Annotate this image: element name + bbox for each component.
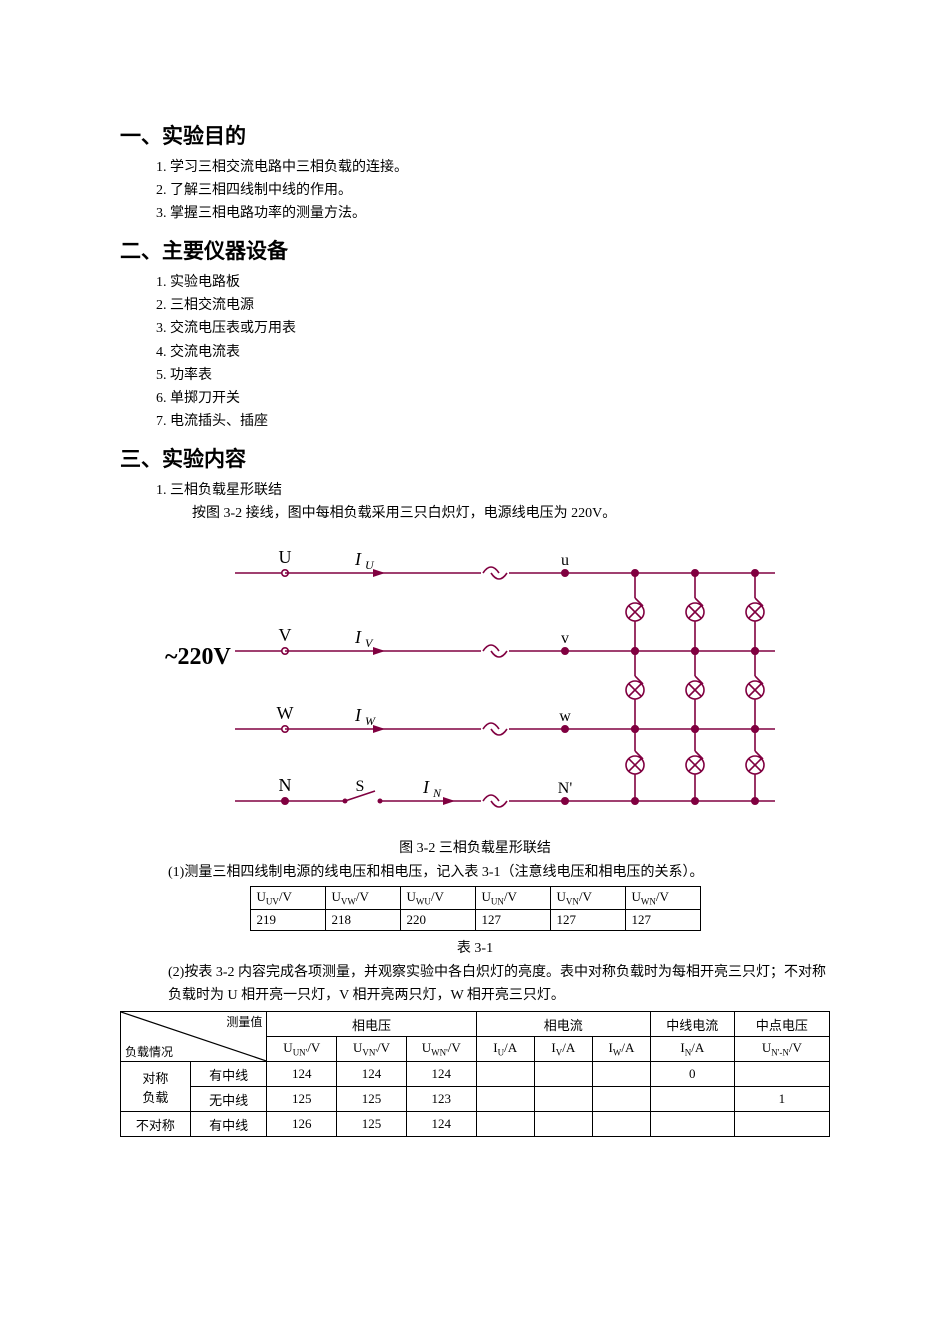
svg-text:V: V bbox=[365, 636, 374, 650]
t32-value: 1 bbox=[734, 1087, 829, 1112]
s2-item-4: 4. 交流电流表 bbox=[156, 341, 830, 364]
section-2-title: 二、主要仪器设备 bbox=[120, 235, 830, 265]
t32-row-cond: 有中线 bbox=[190, 1062, 267, 1087]
svg-text:S: S bbox=[356, 778, 365, 795]
table31-caption: 表 3-1 bbox=[120, 937, 830, 957]
t31-value: 127 bbox=[625, 909, 700, 930]
t32-value bbox=[534, 1062, 592, 1087]
t32-sub-header: UN'-N/V bbox=[734, 1037, 829, 1062]
s1-item-3: 3. 掌握三相电路功率的测量方法。 bbox=[156, 202, 830, 225]
t31-value: 218 bbox=[325, 909, 400, 930]
s2-item-1: 1. 实验电路板 bbox=[156, 271, 830, 294]
section-3-title: 三、实验内容 bbox=[120, 443, 830, 473]
circuit-diagram: ~220VUIUuVIVvWIWwNSINN' bbox=[155, 533, 795, 833]
t31-value: 220 bbox=[400, 909, 475, 930]
svg-text:N: N bbox=[279, 775, 292, 795]
section-1-list: 1. 学习三相交流电路中三相负载的连接。 2. 了解三相四线制中线的作用。 3.… bbox=[120, 156, 830, 225]
t32-value: 124 bbox=[337, 1062, 407, 1087]
t32-row-group: 不对称 bbox=[121, 1112, 191, 1137]
table-3-1: UUV/VUVW/VUWU/VUUN/VUVN/VUWN/V2192182201… bbox=[250, 886, 701, 931]
section-3-body: 1. 三相负载星形联结 bbox=[120, 479, 830, 502]
svg-text:w: w bbox=[559, 708, 571, 725]
t32-group-header: 中点电压 bbox=[734, 1012, 829, 1037]
svg-text:N: N bbox=[432, 786, 442, 800]
t32-group-header: 相电压 bbox=[267, 1012, 476, 1037]
t31-header: UVW/V bbox=[325, 887, 400, 910]
t31-header: UUV/V bbox=[250, 887, 325, 910]
t32-sub-header: UWN'/V bbox=[406, 1037, 476, 1062]
t32-value bbox=[650, 1112, 734, 1137]
t32-row-group: 对称负载 bbox=[121, 1062, 191, 1112]
svg-text:v: v bbox=[561, 630, 569, 647]
t32-sub-header: IN/A bbox=[650, 1037, 734, 1062]
svg-text:I: I bbox=[354, 549, 362, 569]
t32-value bbox=[650, 1087, 734, 1112]
t31-header: UVN/V bbox=[550, 887, 625, 910]
t32-sub-header: UUN'/V bbox=[267, 1037, 337, 1062]
t32-diag-header: 测量值负载情况 bbox=[121, 1012, 267, 1062]
t32-value: 125 bbox=[337, 1112, 407, 1137]
svg-text:I: I bbox=[354, 627, 362, 647]
t32-value bbox=[476, 1087, 534, 1112]
t32-sub-header: IW/A bbox=[592, 1037, 650, 1062]
s1-item-2: 2. 了解三相四线制中线的作用。 bbox=[156, 179, 830, 202]
t32-value bbox=[476, 1062, 534, 1087]
figure-caption: 图 3-2 三相负载星形联结 bbox=[120, 837, 830, 857]
t31-header: UWN/V bbox=[625, 887, 700, 910]
t32-row-cond: 有中线 bbox=[190, 1112, 267, 1137]
t32-value bbox=[592, 1062, 650, 1087]
t32-value: 124 bbox=[406, 1112, 476, 1137]
svg-text:W: W bbox=[277, 703, 294, 723]
s3-p1-text: 按图 3-2 接线，图中每相负载采用三只白炽灯，电源线电压为 220V。 bbox=[192, 502, 830, 525]
t32-sub-header: IV/A bbox=[534, 1037, 592, 1062]
t32-sub-header: UVN'/V bbox=[337, 1037, 407, 1062]
t31-value: 127 bbox=[475, 909, 550, 930]
section-1-title: 一、实验目的 bbox=[120, 120, 830, 150]
svg-text:U: U bbox=[365, 558, 375, 572]
svg-text:~220V: ~220V bbox=[165, 644, 231, 670]
page: 一、实验目的 1. 学习三相交流电路中三相负载的连接。 2. 了解三相四线制中线… bbox=[0, 0, 945, 1337]
s2-item-3: 3. 交流电压表或万用表 bbox=[156, 317, 830, 340]
svg-text:U: U bbox=[279, 547, 292, 567]
t32-value bbox=[534, 1112, 592, 1137]
s2-item-5: 5. 功率表 bbox=[156, 364, 830, 387]
t32-value: 126 bbox=[267, 1112, 337, 1137]
s2-item-6: 6. 单掷刀开关 bbox=[156, 387, 830, 410]
t32-value: 125 bbox=[267, 1087, 337, 1112]
svg-text:u: u bbox=[561, 552, 569, 569]
t32-row-cond: 无中线 bbox=[190, 1087, 267, 1112]
t32-value bbox=[592, 1112, 650, 1137]
s3-p3-text: (2)按表 3-2 内容完成各项测量，并观察实验中各白炽灯的亮度。表中对称负载时… bbox=[168, 961, 830, 1007]
t31-value: 127 bbox=[550, 909, 625, 930]
svg-text:I: I bbox=[422, 777, 430, 797]
svg-text:V: V bbox=[279, 625, 292, 645]
s3-p1-title: 1. 三相负载星形联结 bbox=[156, 479, 830, 502]
t32-value bbox=[734, 1062, 829, 1087]
s2-item-2: 2. 三相交流电源 bbox=[156, 294, 830, 317]
t31-header: UWU/V bbox=[400, 887, 475, 910]
table-3-2: 测量值负载情况相电压相电流中线电流中点电压UUN'/VUVN'/VUWN'/VI… bbox=[120, 1011, 830, 1137]
t32-value bbox=[476, 1112, 534, 1137]
t32-value: 124 bbox=[406, 1062, 476, 1087]
t32-value bbox=[534, 1087, 592, 1112]
svg-text:I: I bbox=[354, 705, 362, 725]
svg-text:W: W bbox=[365, 714, 376, 728]
t31-header: UUN/V bbox=[475, 887, 550, 910]
svg-text:N': N' bbox=[558, 780, 573, 797]
t32-value: 123 bbox=[406, 1087, 476, 1112]
t32-value: 125 bbox=[337, 1087, 407, 1112]
section-2-list: 1. 实验电路板 2. 三相交流电源 3. 交流电压表或万用表 4. 交流电流表… bbox=[120, 271, 830, 433]
t31-value: 219 bbox=[250, 909, 325, 930]
t32-group-header: 相电流 bbox=[476, 1012, 650, 1037]
t32-value bbox=[592, 1087, 650, 1112]
s3-p2-text: (1)测量三相四线制电源的线电压和相电压，记入表 3-1（注意线电压和相电压的关… bbox=[168, 861, 830, 884]
t32-value bbox=[734, 1112, 829, 1137]
t32-group-header: 中线电流 bbox=[650, 1012, 734, 1037]
t32-value: 0 bbox=[650, 1062, 734, 1087]
t32-sub-header: IU/A bbox=[476, 1037, 534, 1062]
s1-item-1: 1. 学习三相交流电路中三相负载的连接。 bbox=[156, 156, 830, 179]
s2-item-7: 7. 电流插头、插座 bbox=[156, 410, 830, 433]
t32-value: 124 bbox=[267, 1062, 337, 1087]
